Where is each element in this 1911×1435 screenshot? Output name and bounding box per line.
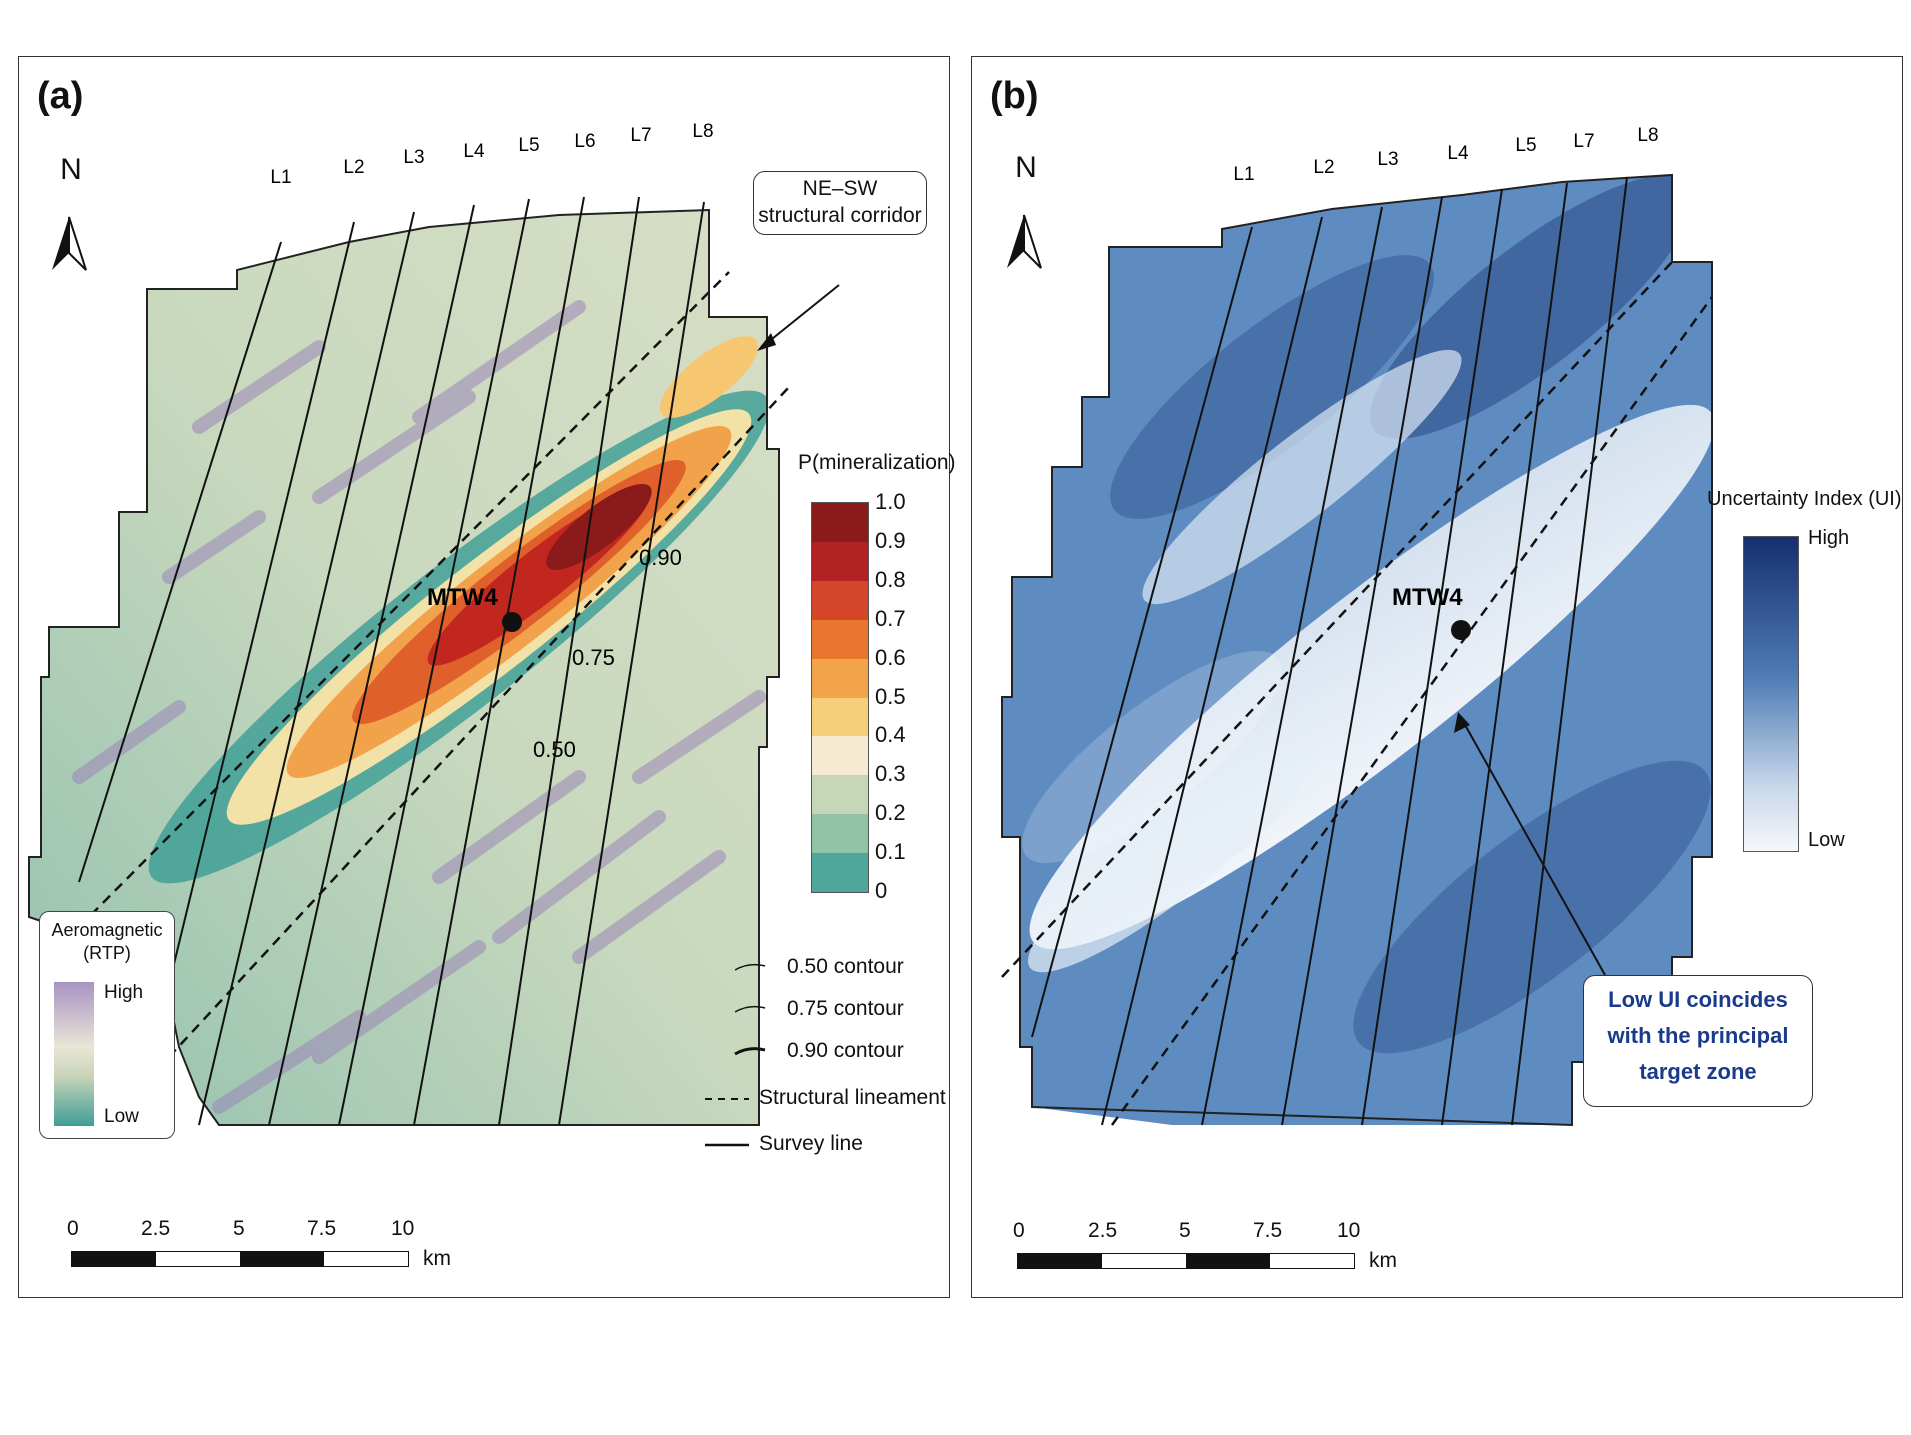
ui-colorbar-title: Uncertainty Index (UI) [1707,488,1902,510]
colorbar-tick-label: 1.0 [875,489,906,514]
survey-line-label: L2 [343,157,364,178]
legend-050-contour: 0.50 contour [787,955,904,978]
survey-line-label: L7 [1573,131,1594,152]
rtp-low-label: Low [104,1106,139,1127]
contour-label-050: 0.50 [533,737,576,762]
north-label: N [60,153,82,186]
rtp-gradient [54,982,94,1126]
survey-line-label: L2 [1313,157,1334,178]
rtp-high-label: High [104,982,144,1003]
colorbar-tick-label: 0.6 [875,644,906,670]
colorbar-step [812,814,868,854]
panel-b: (b) [971,56,1903,1298]
colorbar-step [812,853,868,893]
survey-line-label: L7 [630,125,651,146]
panel-a: (a) [18,56,956,1298]
survey-line-labels: L1 L2 L3 L4 L5 L6 L7 L8 [270,121,713,188]
probability-map: L1 L2 L3 L4 L5 L6 L7 L8 0.90 0.75 0.50 M… [28,121,840,1126]
survey-line-label: L8 [692,121,713,142]
scale-tick: 0 [1013,1219,1025,1242]
survey-line-label: L6 [574,131,595,152]
panel-label: (b) [990,75,1039,117]
scale-tick: 0 [67,1217,79,1240]
callout-line: Low UI coincides [1608,987,1788,1012]
scale-tick: 10 [391,1217,415,1240]
corridor-callout: NE–SW structural corridor [753,171,927,235]
uncertainty-map: L1 L2 L3 L4 L5 L7 L8 MTW4 [1001,125,1714,1127]
scale-bar [1017,1253,1355,1269]
survey-line-label: L1 [1233,164,1254,185]
survey-line-label: L1 [270,167,291,188]
legend-structural-lineament: Structural lineament [759,1086,946,1109]
legend-075-contour: 0.75 contour [787,997,904,1020]
mtw4-label: MTW4 [427,584,498,611]
rtp-legend-title: Aeromagnetic (RTP) [51,920,163,963]
structural-lineaments [78,271,790,1058]
colorbar-step [812,736,868,776]
scale-tick: 7.5 [307,1217,337,1240]
rtp-legend: Aeromagnetic (RTP) High Low [39,911,175,1139]
scale-tick: 2.5 [1088,1219,1118,1242]
survey-line-label: L5 [518,135,539,156]
survey-lines [78,196,705,1126]
survey-line-labels: L1 L2 L3 L4 L5 L7 L8 [1233,125,1658,185]
scale-tick: 7.5 [1253,1219,1283,1242]
colorbar-step [812,503,868,543]
colorbar-tick-label: 0.4 [875,722,906,748]
scale-unit: km [1369,1249,1397,1272]
structural-lineaments [1001,261,1714,1126]
colorbar-step [812,580,868,621]
colorbar-tick-label: 0.3 [875,761,906,787]
callout-line: structural corridor [758,204,922,227]
probability-colorbar [811,502,869,893]
north-arrow: N [41,153,101,187]
probability-anomaly [148,336,770,884]
colorbar-title: P(mineralization) [798,451,956,474]
colorbar-tick-label: 0.7 [875,605,906,631]
scale-tick: 2.5 [141,1217,171,1240]
survey-line-label: L3 [1377,149,1398,170]
low-ui-callout: Low UI coincides with the principal targ… [1583,975,1813,1107]
colorbar-tick-label: 0.1 [875,839,906,865]
colorbar-tick-label: 0.2 [875,800,906,826]
mtw4-point [502,612,522,632]
colorbar-step [812,541,868,582]
mtw4-point [1451,620,1471,640]
colorbar-step [812,697,868,737]
scale-tick: 5 [1179,1219,1191,1242]
contour-label-090: 0.90 [639,545,682,570]
scale-unit: km [423,1247,451,1270]
colorbar-tick-label: 0.5 [875,683,906,709]
callout-line: NE–SW [802,177,878,200]
ui-high-label: High [1808,527,1850,549]
contour-label-075: 0.75 [572,645,615,670]
colorbar-tick-label: 0 [875,878,888,903]
legend-survey-line: Survey line [759,1132,863,1155]
north-label: N [1015,151,1037,184]
north-arrow: N [996,151,1056,185]
mtw4-label: MTW4 [1392,584,1463,611]
survey-line-label: L5 [1515,135,1536,156]
scale-tick: 10 [1337,1219,1361,1242]
survey-line-label: L4 [463,141,485,162]
colorbar-tick-label: 0.9 [875,527,906,553]
colorbar-tick-label: 0.8 [875,566,906,592]
ui-colorbar [1743,536,1799,852]
survey-lines [1031,176,1628,1126]
callout-line: target zone [1639,1059,1757,1084]
survey-line-label: L8 [1637,125,1658,146]
survey-line-label: L4 [1447,143,1469,164]
colorbar-step [812,775,868,815]
legend-090-contour: 0.90 contour [787,1039,904,1062]
colorbar-step [812,658,868,698]
survey-line-label: L3 [403,147,424,168]
callout-line: with the principal [1607,1023,1789,1048]
scale-tick: 5 [233,1217,245,1240]
colorbar-step [812,619,868,660]
ui-low-label: Low [1808,829,1845,851]
scale-bar [71,1251,409,1267]
panel-label: (a) [37,75,84,117]
